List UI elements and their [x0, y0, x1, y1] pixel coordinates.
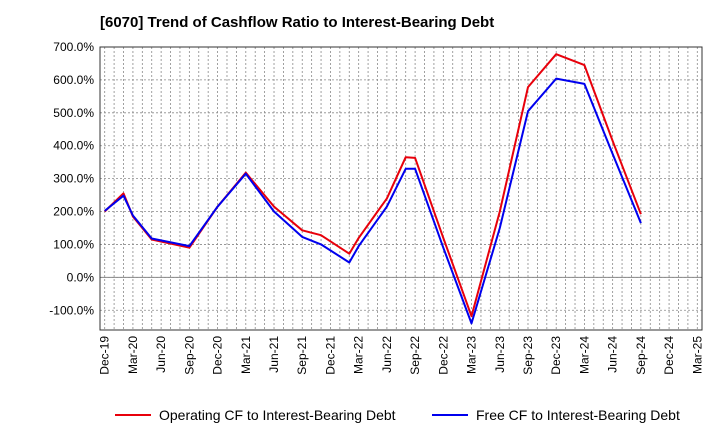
legend-item-operating-cf: Operating CF to Interest-Bearing Debt [115, 404, 396, 426]
x-tick-label: Dec-21 [323, 336, 337, 375]
x-tick-label: Mar-20 [126, 336, 140, 374]
y-tick-label: 500.0% [53, 106, 94, 120]
x-tick-label: Mar-23 [465, 336, 479, 374]
x-tick-label: Sep-22 [408, 336, 422, 375]
x-tick-label: Jun-22 [380, 336, 394, 373]
x-tick-label: Sep-21 [295, 336, 309, 375]
x-tick-label: Dec-22 [436, 336, 450, 375]
plot-border [99, 46, 703, 331]
y-tick-label: 600.0% [53, 73, 94, 87]
grid-layer [100, 46, 702, 330]
legend-swatch-free-cf [432, 414, 468, 416]
x-tick-label: Dec-24 [662, 336, 676, 375]
axis-layer [99, 46, 703, 331]
legend-label-operating-cf: Operating CF to Interest-Bearing Debt [159, 407, 396, 423]
x-tick-label: Mar-22 [352, 336, 366, 374]
series-line-free-cf [104, 77, 642, 325]
x-tick-label: Sep-24 [634, 336, 648, 375]
chart-title: [6070] Trend of Cashflow Ratio to Intere… [100, 14, 495, 31]
x-tick-label: Mar-24 [577, 336, 591, 374]
x-tick-label: Dec-23 [549, 336, 563, 375]
x-tick-label: Dec-20 [211, 336, 225, 375]
plot-area [100, 47, 702, 330]
x-tick-label: Jun-24 [606, 336, 620, 373]
x-tick-label: Sep-20 [182, 336, 196, 375]
y-tick-label: 0.0% [67, 270, 95, 284]
y-tick-label: -100.0% [49, 303, 94, 317]
x-tick-label: Mar-25 [690, 336, 704, 374]
y-tick-label: 400.0% [53, 139, 94, 153]
legend: Operating CF to Interest-Bearing Debt Fr… [0, 404, 720, 426]
series-line-operating-cf [104, 53, 642, 318]
y-tick-label: 300.0% [53, 172, 94, 186]
y-tick-label: 100.0% [53, 237, 94, 251]
x-tick-label: Dec-19 [98, 336, 112, 375]
legend-swatch-operating-cf [115, 414, 151, 416]
legend-label-free-cf: Free CF to Interest-Bearing Debt [476, 407, 680, 423]
y-tick-label: 200.0% [53, 205, 94, 219]
x-tick-label: Sep-23 [521, 336, 535, 375]
series-layer [104, 53, 642, 325]
x-tick-label: Mar-21 [239, 336, 253, 374]
x-tick-label: Jun-21 [267, 336, 281, 373]
y-tick-label: 700.0% [53, 40, 94, 54]
legend-item-free-cf: Free CF to Interest-Bearing Debt [432, 404, 680, 426]
tick-labels: 700.0% 600.0% 500.0% 400.0% 300.0% 200.0% 100.… [49, 40, 704, 375]
x-tick-label: Jun-20 [154, 336, 168, 373]
x-tick-label: Jun-23 [493, 336, 507, 373]
